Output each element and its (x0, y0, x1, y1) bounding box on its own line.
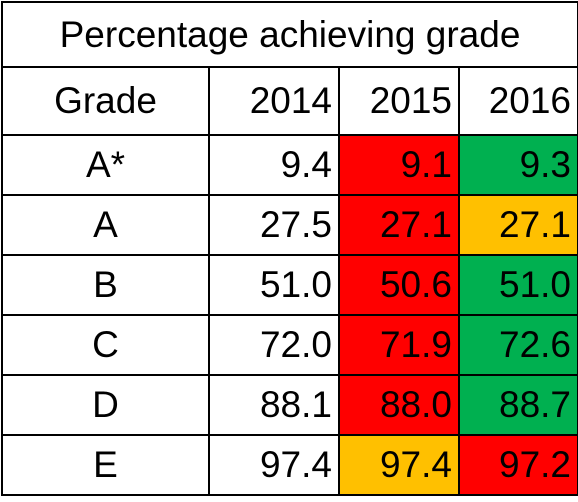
header-row: Grade 2014 2015 2016 (1, 66, 578, 136)
value-cell-2015[interactable]: 71.9 (338, 314, 460, 376)
value-cell-2016[interactable]: 88.7 (457, 374, 578, 436)
value-cell-2015[interactable]: 88.0 (338, 374, 460, 436)
table-row: B 51.0 50.6 51.0 (1, 254, 578, 316)
title-row: Percentage achieving grade (0, 1, 578, 68)
grade-cell[interactable]: A (1, 194, 210, 256)
table-row: A* 9.4 9.1 9.3 (1, 134, 578, 196)
value-cell-2015[interactable]: 27.1 (338, 194, 460, 256)
value-cell-2014[interactable]: 51.0 (208, 254, 340, 316)
table-row: D 88.1 88.0 88.7 (1, 374, 578, 436)
grade-cell[interactable]: C (1, 314, 210, 376)
value-cell-2016[interactable]: 51.0 (457, 254, 578, 316)
value-cell-2016[interactable]: 27.1 (457, 194, 578, 256)
value-cell-2016[interactable]: 72.6 (457, 314, 578, 376)
value-cell-2016[interactable]: 97.2 (457, 434, 578, 496)
header-2016[interactable]: 2016 (457, 66, 578, 136)
header-2015[interactable]: 2015 (338, 66, 460, 136)
value-cell-2014[interactable]: 9.4 (208, 134, 340, 196)
grade-cell[interactable]: D (1, 374, 210, 436)
header-grade[interactable]: Grade (1, 66, 210, 136)
table-row: A 27.5 27.1 27.1 (1, 194, 578, 256)
value-cell-2015[interactable]: 50.6 (338, 254, 460, 316)
value-cell-2014[interactable]: 97.4 (208, 434, 340, 496)
grade-cell[interactable]: B (1, 254, 210, 316)
grade-cell[interactable]: A* (1, 134, 210, 196)
value-cell-2014[interactable]: 88.1 (208, 374, 340, 436)
value-cell-2014[interactable]: 27.5 (208, 194, 340, 256)
table-row: E 97.4 97.4 97.2 (1, 434, 578, 496)
grade-cell[interactable]: E (1, 434, 210, 496)
value-cell-2016[interactable]: 9.3 (457, 134, 578, 196)
header-2014[interactable]: 2014 (208, 66, 340, 136)
value-cell-2014[interactable]: 72.0 (208, 314, 340, 376)
value-cell-2015[interactable]: 9.1 (338, 134, 460, 196)
value-cell-2015[interactable]: 97.4 (338, 434, 460, 496)
table-row: C 72.0 71.9 72.6 (1, 314, 578, 376)
table-title[interactable]: Percentage achieving grade (0, 1, 578, 68)
